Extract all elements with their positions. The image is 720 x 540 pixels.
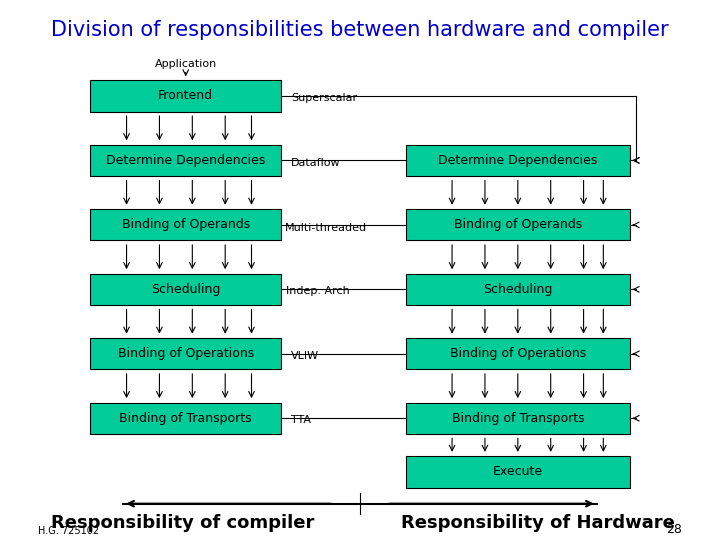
Text: Scheduling: Scheduling <box>483 283 552 296</box>
FancyBboxPatch shape <box>406 145 629 176</box>
FancyBboxPatch shape <box>91 145 281 176</box>
Text: Binding of Operations: Binding of Operations <box>117 347 254 360</box>
Text: VLIW: VLIW <box>291 351 319 361</box>
Text: Multi-threaded: Multi-threaded <box>284 223 366 233</box>
FancyBboxPatch shape <box>406 274 629 305</box>
Text: Binding of Transports: Binding of Transports <box>120 412 252 425</box>
Text: Determine Dependencies: Determine Dependencies <box>106 154 266 167</box>
FancyBboxPatch shape <box>91 210 281 240</box>
FancyBboxPatch shape <box>406 403 629 434</box>
Text: TTA: TTA <box>291 415 311 426</box>
Text: Application: Application <box>155 58 217 69</box>
Text: Division of responsibilities between hardware and compiler: Division of responsibilities between har… <box>51 20 669 40</box>
Text: Responsibility of compiler: Responsibility of compiler <box>51 515 314 532</box>
Text: H.G. 725102: H.G. 725102 <box>37 526 99 536</box>
Text: Scheduling: Scheduling <box>151 283 220 296</box>
Text: Binding of Operations: Binding of Operations <box>450 347 586 360</box>
Text: Indep. Arch: Indep. Arch <box>287 287 350 296</box>
FancyBboxPatch shape <box>91 274 281 305</box>
FancyBboxPatch shape <box>91 338 281 369</box>
FancyBboxPatch shape <box>406 456 629 488</box>
Text: Binding of Operands: Binding of Operands <box>454 218 582 231</box>
Text: Determine Dependencies: Determine Dependencies <box>438 154 598 167</box>
Text: Frontend: Frontend <box>158 90 213 103</box>
Text: 28: 28 <box>666 523 683 536</box>
FancyBboxPatch shape <box>91 80 281 112</box>
FancyBboxPatch shape <box>406 338 629 369</box>
Text: Responsibility of Hardware: Responsibility of Hardware <box>400 515 675 532</box>
Text: Binding of Transports: Binding of Transports <box>451 412 584 425</box>
FancyBboxPatch shape <box>406 210 629 240</box>
Text: Binding of Operands: Binding of Operands <box>122 218 250 231</box>
FancyBboxPatch shape <box>91 403 281 434</box>
Text: Superscalar: Superscalar <box>291 93 357 103</box>
Text: Dataflow: Dataflow <box>291 158 341 167</box>
Text: Execute: Execute <box>492 465 543 478</box>
